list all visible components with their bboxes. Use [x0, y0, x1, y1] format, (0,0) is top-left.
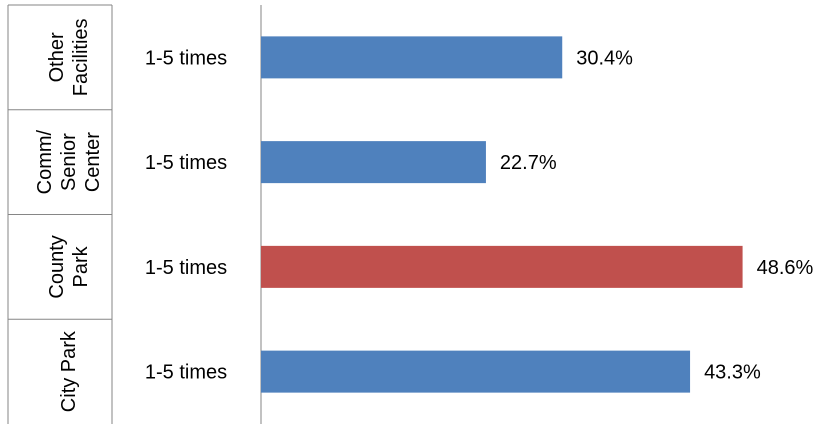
- value-label: 43.3%: [704, 362, 761, 384]
- group-label-line: Comm/: [34, 129, 56, 194]
- category-label: 1-5 times: [145, 257, 227, 279]
- value-labels: 30.4% 22.7% 48.6% 43.3%: [500, 47, 814, 383]
- group-label: Other Facilities: [46, 18, 92, 96]
- category-label: 1-5 times: [145, 47, 227, 69]
- bars: [261, 36, 743, 393]
- value-label: 48.6%: [757, 257, 814, 279]
- group-label-line: Center: [82, 132, 104, 192]
- group-label-line: Facilities: [70, 18, 92, 96]
- group-label: County Park: [46, 235, 92, 298]
- bar: [261, 36, 563, 79]
- value-label: 22.7%: [500, 152, 557, 174]
- group-label: City Park: [58, 330, 80, 412]
- group-labels: Other Facilities Comm/Senior Center County Pa…: [34, 18, 104, 412]
- value-label: 30.4%: [576, 47, 633, 69]
- group-label-line: City Park: [58, 330, 80, 412]
- group-label-line: Senior: [58, 133, 80, 191]
- group-label-line: Park: [70, 245, 92, 287]
- bar: [261, 141, 486, 184]
- bar: [261, 245, 743, 288]
- group-label-line: Other: [46, 32, 68, 82]
- category-labels: 1-5 times 1-5 times 1-5 times 1-5 times: [145, 47, 227, 383]
- category-label: 1-5 times: [145, 152, 227, 174]
- bar: [261, 350, 691, 393]
- category-label: 1-5 times: [145, 362, 227, 384]
- group-label: Comm/Senior Center: [34, 129, 104, 194]
- group-label-line: County: [46, 235, 68, 298]
